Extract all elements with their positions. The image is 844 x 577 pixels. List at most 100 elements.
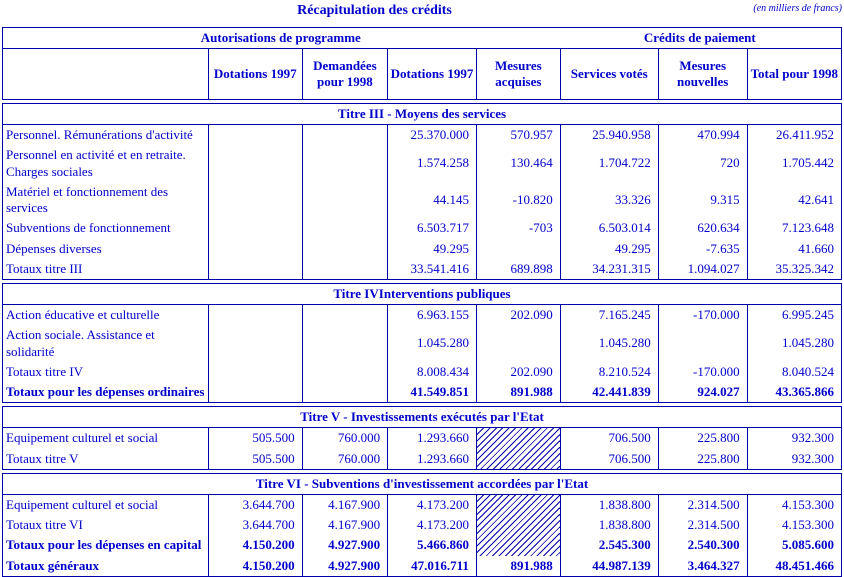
section-title: Titre III - Moyens des services: [3, 104, 841, 125]
value-cell: 3.464.327: [657, 555, 748, 576]
column-header-2: Demandées pour 1998: [301, 49, 388, 99]
value-cell: 6.503.717: [387, 218, 477, 239]
table-row: Action sociale. Assistance et solidarité…: [3, 325, 841, 362]
value-cell: [207, 145, 303, 182]
value-cell: 4.927.900: [301, 555, 388, 576]
value-cell: 41.660: [746, 238, 841, 259]
value-cell: 6.963.155: [387, 305, 477, 326]
unit-note: (en milliers de francs): [753, 3, 842, 14]
row-label: Equipement culturel et social: [6, 430, 158, 446]
value-cell: [207, 181, 303, 219]
value-cell: [207, 125, 303, 146]
hatched-cell: [475, 494, 561, 556]
section-block-2: Titre IVInterventions publiques Action éd…: [2, 283, 842, 404]
value-cell: -10.820: [475, 181, 561, 219]
value-cell: 1.705.442: [746, 145, 841, 182]
value-cell: [301, 361, 388, 382]
row-label: Totaux titre III: [6, 260, 83, 276]
page-header: Récapitulation des crédits (en milliers …: [2, 0, 842, 24]
row-label: Action éducative et culturelle: [6, 307, 160, 322]
row-label: Totaux titre IV: [6, 363, 84, 379]
section-title: Titre IVInterventions publiques: [3, 284, 841, 305]
value-cell: -7.635: [657, 238, 748, 259]
table-row: Personnel. Rémunérations d'activité 25.37…: [3, 125, 841, 146]
value-cell: 470.994: [657, 125, 748, 146]
value-cell: [301, 258, 388, 279]
value-cell: [475, 325, 561, 362]
value-cell: 4.153.300: [746, 515, 841, 536]
section-block-1: Titre III - Moyens des services Personnel…: [2, 103, 842, 280]
table-header-block: Autorisations de programme Crédits de pa…: [2, 27, 842, 100]
value-cell: 6.995.245: [746, 305, 841, 326]
value-cell: [207, 218, 303, 239]
value-cell: [301, 218, 388, 239]
value-cell: 505.500: [207, 448, 303, 469]
value-cell: [207, 325, 303, 362]
value-cell: 891.988: [475, 382, 561, 403]
column-header-3: Dotations 1997: [387, 49, 477, 99]
value-cell: [207, 382, 303, 403]
value-cell: 1.838.800: [559, 494, 659, 515]
row-label: Subventions de fonctionnement: [6, 220, 171, 236]
value-cell: 44.987.139: [559, 555, 659, 576]
value-cell: [301, 238, 388, 259]
table-row: Matériel et fonctionnement des services 4…: [3, 181, 841, 219]
section-table: Personnel. Rémunérations d'activité 25.37…: [3, 125, 841, 279]
section-table: Action éducative et culturelle 6.963.155 2…: [3, 305, 841, 403]
table-row: Action éducative et culturelle 6.963.155 2…: [3, 305, 841, 326]
value-cell: 1.293.660: [387, 448, 477, 469]
row-label: Matériel et fonctionnement des services: [6, 183, 169, 215]
value-cell: 4.153.300: [746, 494, 841, 515]
value-cell: 225.800: [657, 428, 748, 449]
row-label: Equipement culturel et social: [6, 496, 158, 512]
group-header-row: Autorisations de programme Crédits de pa…: [3, 28, 841, 49]
value-cell: 8.008.434: [387, 361, 477, 382]
value-cell: 760.000: [301, 448, 388, 469]
hatched-cell: [475, 428, 561, 469]
value-cell: 2.540.300: [657, 535, 748, 556]
page-title: Récapitulation des crédits: [297, 3, 452, 18]
column-header-7: Total pour 1998: [746, 49, 841, 99]
row-label: Dépenses diverses: [6, 240, 102, 256]
value-cell: 4.167.900: [301, 515, 388, 536]
value-cell: 48.451.466: [746, 555, 841, 576]
value-cell: 2.545.300: [559, 535, 659, 556]
value-cell: [301, 305, 388, 326]
column-header-table: Dotations 1997 Demandées pour 1998 Dotatio…: [3, 49, 841, 99]
section-block-3: Titre V - Investissements exécutés par l…: [2, 406, 842, 470]
row-label: Action sociale. Assistance et solidarité: [6, 327, 155, 359]
section-table: Equipement culturel et social 3.644.700 4.…: [3, 494, 841, 576]
value-cell: [301, 181, 388, 219]
value-cell: 42.641: [746, 181, 841, 219]
sections-container: Titre III - Moyens des services Personnel…: [2, 103, 842, 577]
value-cell: 4.927.900: [301, 535, 388, 556]
table-row: Totaux titre V 505.500 760.000 1.293.660 706…: [3, 448, 841, 469]
table-row: Personnel en activité et en retraite. Ch…: [3, 145, 841, 182]
value-cell: 202.090: [475, 361, 561, 382]
value-cell: [301, 382, 388, 403]
value-cell: 4.173.200: [387, 494, 477, 515]
value-cell: 33.541.416: [387, 258, 477, 279]
value-cell: 33.326: [559, 181, 659, 219]
section-title: Titre V - Investissements exécutés par l…: [3, 407, 841, 429]
value-cell: 9.315: [657, 181, 748, 219]
table-row: Subventions de fonctionnement 6.503.717 -7…: [3, 218, 841, 239]
value-cell: 1.045.280: [746, 325, 841, 362]
table-row: Equipement culturel et social 505.500 760.…: [3, 428, 841, 469]
value-cell: [207, 305, 303, 326]
column-header-5: Services votés: [559, 49, 659, 99]
row-label: Totaux pour les dépenses en capital: [6, 537, 202, 553]
value-cell: 8.040.524: [746, 361, 841, 382]
table-row: Totaux pour les dépenses ordinaires 41.54…: [3, 382, 841, 403]
value-cell: 1.838.800: [559, 515, 659, 536]
value-cell: 49.295: [387, 238, 477, 259]
value-cell: 570.957: [475, 125, 561, 146]
value-cell: 1.045.280: [559, 325, 659, 362]
value-cell: 620.634: [657, 218, 748, 239]
value-cell: [207, 258, 303, 279]
value-cell: [475, 238, 561, 259]
value-cell: 1.094.027: [657, 258, 748, 279]
table-row: Totaux titre III 33.541.416 689.898 34.231.…: [3, 258, 841, 279]
value-cell: [657, 325, 748, 362]
value-cell: 689.898: [475, 258, 561, 279]
